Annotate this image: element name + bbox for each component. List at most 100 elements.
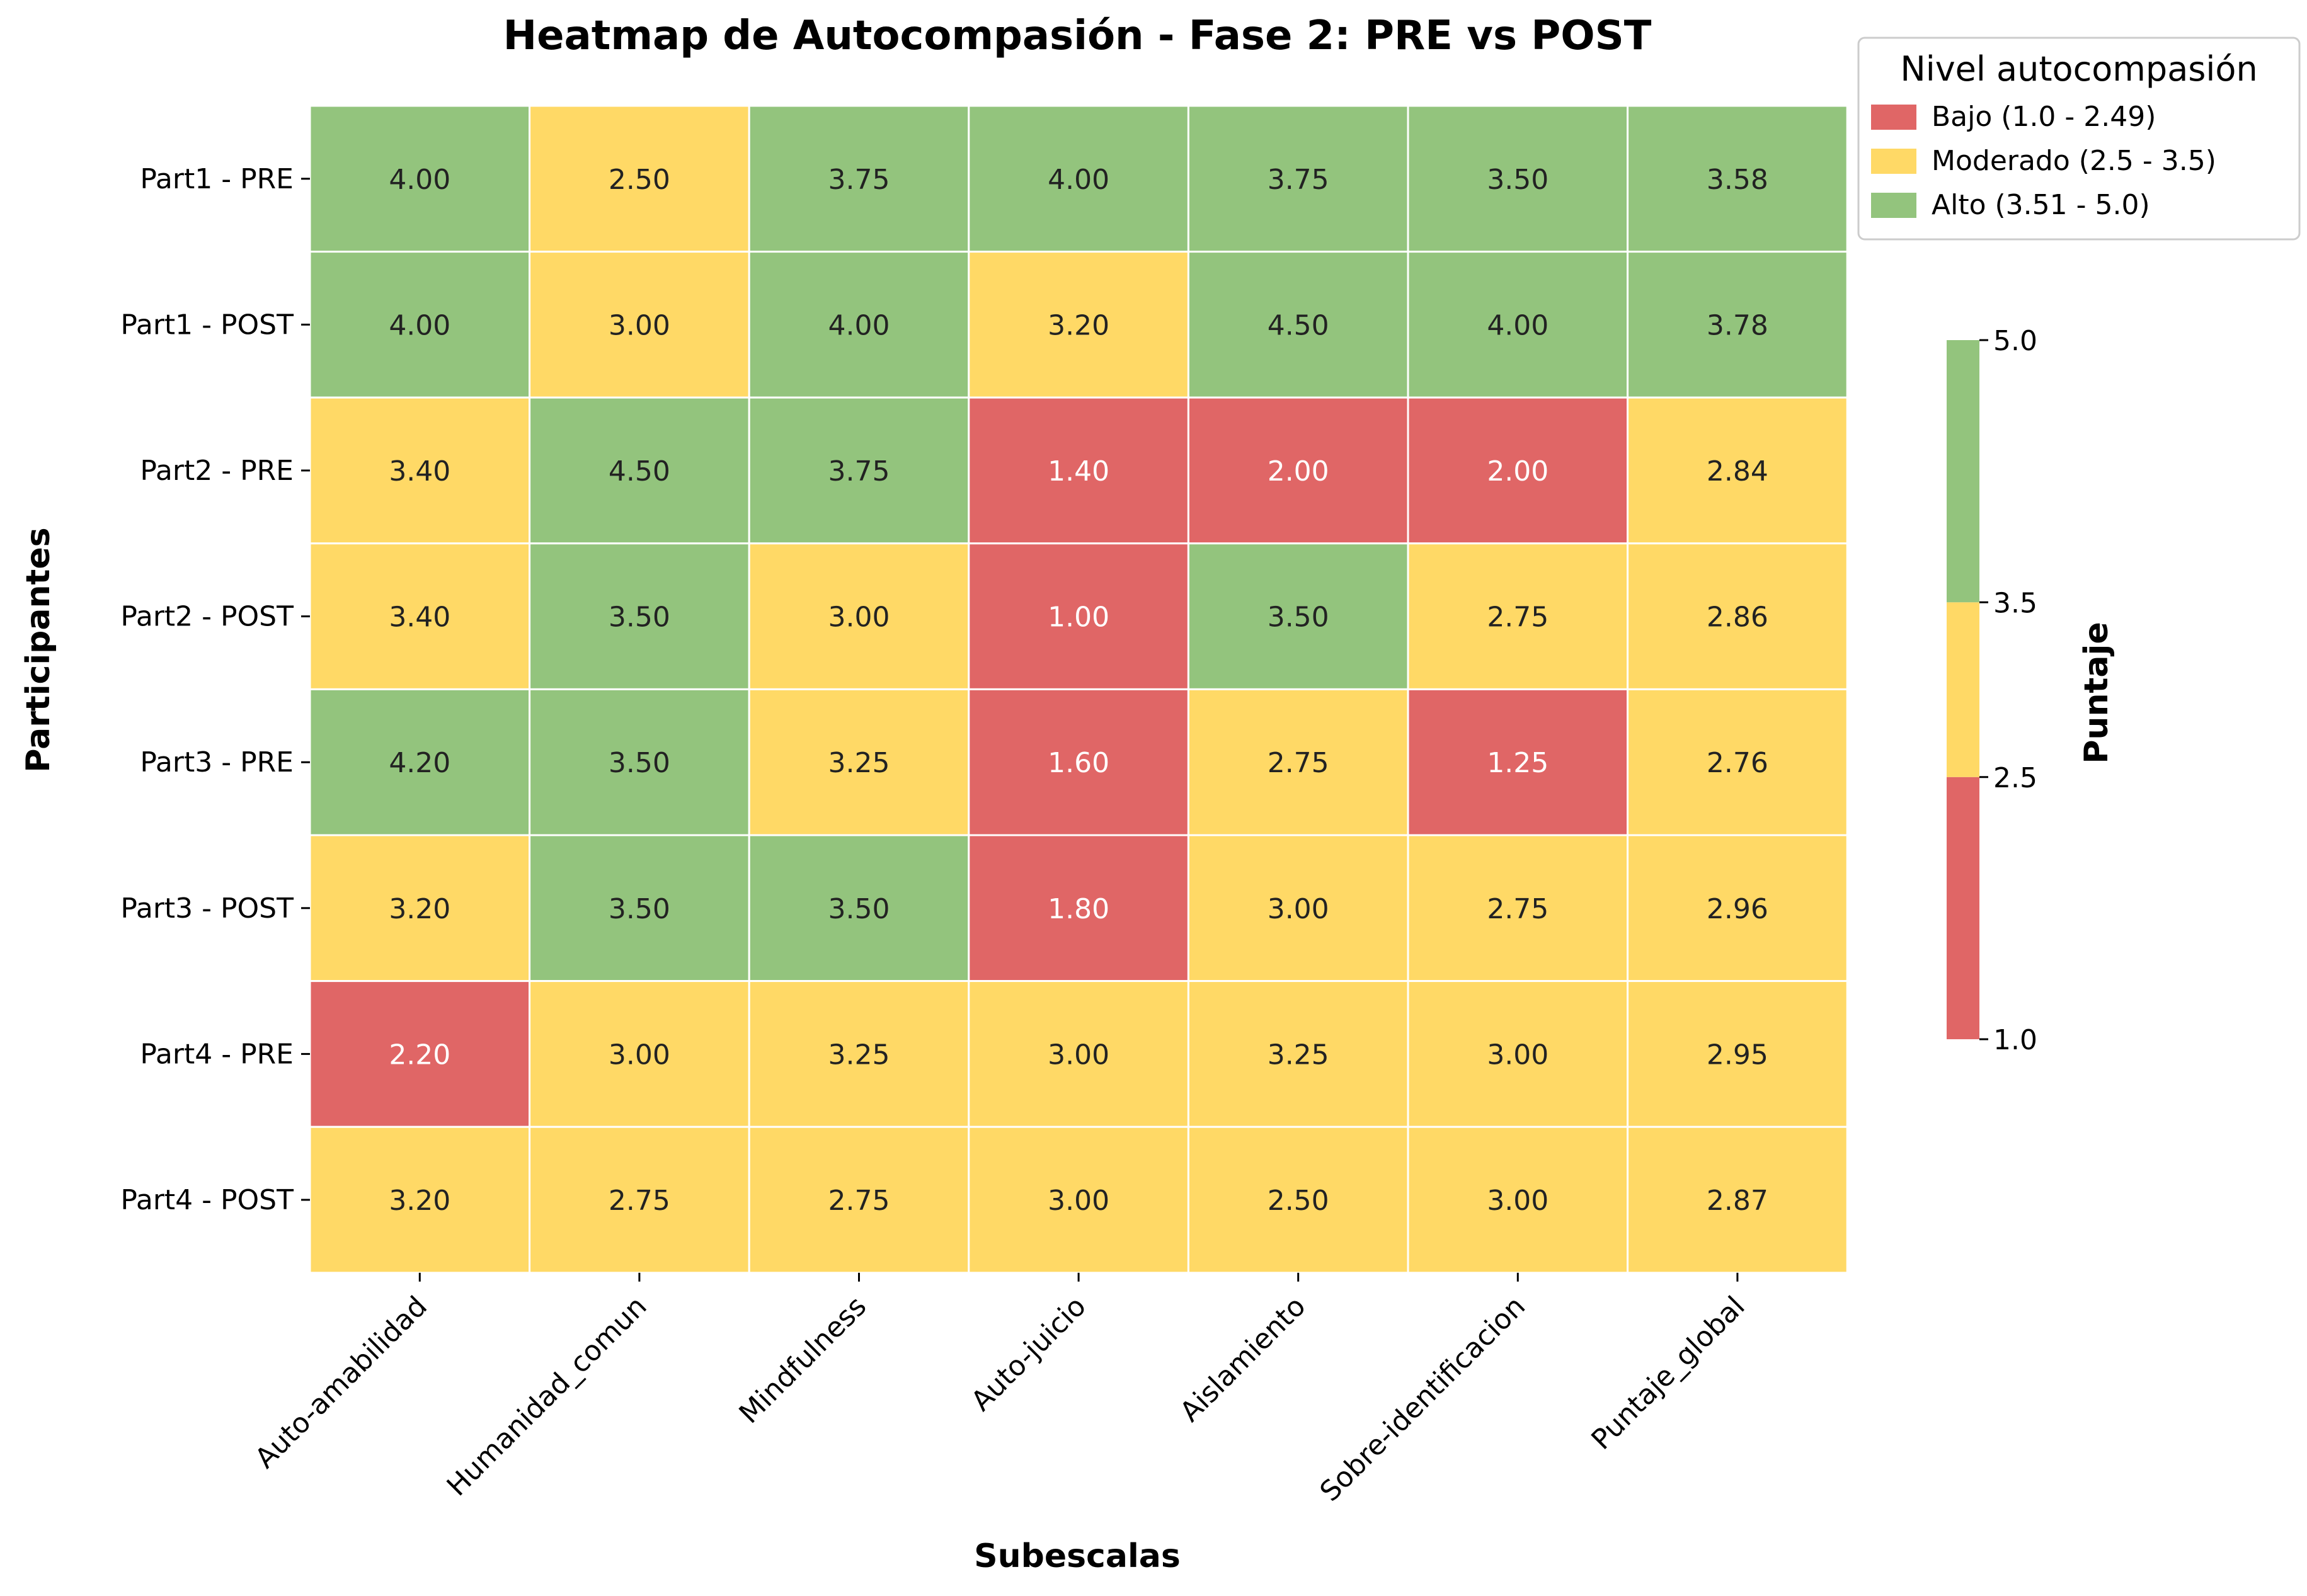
colorbar-segment (1947, 602, 1979, 777)
cell-value-label: 3.50 (828, 893, 890, 925)
y-tick-label: Part4 - POST (120, 1184, 294, 1216)
legend-swatch (1871, 193, 1916, 218)
heatmap-cell (1407, 834, 1629, 983)
cell-value-label: 3.75 (1268, 164, 1329, 196)
heatmap-cell (309, 542, 531, 690)
cell-value-label: 3.00 (1048, 1185, 1109, 1217)
cell-value-label: 4.00 (1048, 164, 1109, 196)
cell-value-label: 4.00 (389, 164, 450, 196)
heatmap-cell (1627, 688, 1848, 836)
cell-value-label: 3.00 (1487, 1039, 1548, 1071)
heatmap-cells (309, 105, 1848, 1274)
heatmap-cell (1187, 251, 1409, 399)
legend-entries: Bajo (1.0 - 2.49) Moderado (2.5 - 3.5) Alt… (1871, 101, 2216, 221)
cell-value-label: 1.60 (1048, 747, 1109, 779)
cell-value-label: 2.86 (1707, 601, 1768, 634)
cell-value-label: 2.75 (609, 1185, 670, 1217)
cell-value-label: 3.50 (1487, 164, 1548, 196)
cell-value-label: 3.00 (1048, 1039, 1109, 1071)
colorbar-tick-label: 2.5 (1993, 762, 2037, 794)
cell-value-label: 3.00 (1487, 1185, 1548, 1217)
heatmap-cell (529, 980, 750, 1128)
heatmap-cell (1187, 980, 1409, 1128)
heatmap-cell (748, 105, 970, 253)
heatmap-cell (1407, 1126, 1629, 1274)
cell-value-label: 3.20 (389, 1185, 450, 1217)
cell-value-label: 4.00 (828, 309, 890, 341)
cell-value-label: 4.00 (389, 309, 450, 341)
heatmap-cell (968, 1126, 1189, 1274)
cell-value-label: 2.00 (1487, 455, 1548, 487)
legend: Nivel autocompasión Bajo (1.0 - 2.49) Mod… (1857, 37, 2301, 241)
heatmap-cell (748, 542, 970, 690)
heatmap-cell (529, 105, 750, 253)
legend-swatch (1871, 149, 1916, 174)
heatmap-cell (309, 396, 531, 545)
cell-value-label: 3.78 (1707, 309, 1768, 341)
cell-value-label: 3.00 (828, 601, 890, 634)
heatmap-cell (1627, 542, 1848, 690)
legend-entry-label: Alto (3.51 - 5.0) (1932, 189, 2150, 221)
cell-value-label: 3.75 (828, 164, 890, 196)
cell-value-label: 3.50 (609, 747, 670, 779)
heatmap-cell (748, 251, 970, 399)
cell-value-label: 3.50 (609, 601, 670, 634)
cell-value-label: 2.75 (1268, 747, 1329, 779)
cell-value-label: 1.80 (1048, 893, 1109, 925)
heatmap-cell (529, 1126, 750, 1274)
heatmap-cell (968, 980, 1189, 1128)
heatmap-cell (968, 396, 1189, 545)
cell-value-label: 2.00 (1268, 455, 1329, 487)
heatmap-cell (1187, 542, 1409, 690)
cell-value-label: 3.00 (609, 309, 670, 341)
heatmap-cell (529, 688, 750, 836)
cell-value-label: 3.00 (609, 1039, 670, 1071)
cell-value-label: 3.58 (1707, 164, 1768, 196)
heatmap-cell (1187, 1126, 1409, 1274)
cell-value-label: 1.00 (1048, 601, 1109, 634)
legend-entry-label: Moderado (2.5 - 3.5) (1932, 145, 2216, 177)
heatmap-cell (1407, 251, 1629, 399)
y-tick-label: Part1 - PRE (140, 163, 294, 195)
heatmap-cell (1627, 396, 1848, 545)
heatmap-cell (529, 396, 750, 545)
cell-value-label: 4.00 (1487, 309, 1548, 341)
heatmap-cell (529, 542, 750, 690)
cell-value-label: 2.84 (1707, 455, 1768, 487)
colorbar-label: Puntaje (2078, 622, 2115, 763)
x-axis-label: Subescalas (974, 1537, 1181, 1575)
heatmap-cell (1627, 105, 1848, 253)
cell-value-label: 2.96 (1707, 893, 1768, 925)
heatmap-cell (748, 980, 970, 1128)
heatmap-cell (1187, 688, 1409, 836)
heatmap-cell (968, 542, 1189, 690)
cell-value-label: 2.20 (389, 1039, 450, 1071)
cell-value-label: 3.20 (1048, 309, 1109, 341)
cell-value-label: 2.75 (1487, 601, 1548, 634)
cell-value-label: 2.87 (1707, 1185, 1768, 1217)
heatmap-cell (1407, 688, 1629, 836)
heatmap-cell (1407, 980, 1629, 1128)
heatmap-cell (748, 396, 970, 545)
cell-value-label: 3.50 (1268, 601, 1329, 634)
heatmap-cell (968, 834, 1189, 983)
legend-entry-label: Bajo (1.0 - 2.49) (1932, 101, 2156, 133)
cell-value-label: 3.25 (828, 747, 890, 779)
cell-value-label: 3.50 (609, 893, 670, 925)
cell-value-label: 1.40 (1048, 455, 1109, 487)
colorbar-segment (1947, 340, 1979, 603)
colorbar-tick-label: 5.0 (1993, 325, 2037, 357)
cell-value-label: 2.75 (1487, 893, 1548, 925)
heatmap-cell (1627, 834, 1848, 983)
cell-value-label: 1.25 (1487, 747, 1548, 779)
cell-value-label: 3.40 (389, 455, 450, 487)
y-tick-label: Part4 - PRE (140, 1038, 294, 1070)
cell-value-label: 4.20 (389, 747, 450, 779)
cell-value-label: 4.50 (1268, 309, 1329, 341)
heatmap-cell (748, 1126, 970, 1274)
y-tick-label: Part1 - POST (120, 309, 294, 341)
colorbar: 1.0 2.5 3.5 5.0 (1947, 325, 2037, 1056)
legend-frame (1857, 37, 2301, 241)
colorbar-tick-label: 1.0 (1993, 1024, 2037, 1056)
